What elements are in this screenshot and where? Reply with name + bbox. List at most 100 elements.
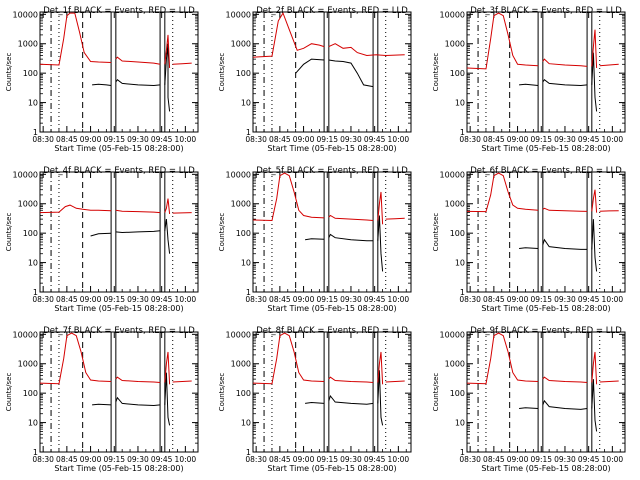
events-series-line (377, 370, 384, 426)
x-tick-label: 09:30 (340, 135, 362, 144)
y-tick-label: 10000 (440, 10, 465, 19)
x-tick-label: 09:00 (293, 135, 315, 144)
lld-series-line (377, 191, 384, 225)
events-series-line (115, 230, 161, 234)
lld-series-line (591, 29, 598, 69)
x-tick-label: 08:45 (483, 135, 505, 144)
y-tick-label: 1000 (445, 40, 465, 49)
plot-frame (39, 171, 199, 293)
x-axis-label: Start Time (05-Feb-15 08:28:00) (54, 464, 183, 473)
y-tick-label: 10 (455, 419, 465, 428)
y-tick-label: 100 (23, 69, 38, 78)
lld-series-line (164, 351, 171, 385)
lld-series-line (599, 63, 619, 67)
lld-series-line (164, 198, 171, 214)
lld-series-line (599, 210, 619, 212)
events-series-line (542, 78, 588, 87)
x-tick-label: 08:45 (483, 455, 505, 464)
lld-series-line (377, 351, 384, 385)
x-tick-label: 09:45 (578, 295, 600, 304)
x-tick-label: 09:15 (316, 455, 338, 464)
x-tick-label: 09:30 (554, 295, 576, 304)
panel-title: Det_6f BLACK = Events, RED = LLD (470, 166, 622, 176)
y-tick-label: 100 (23, 229, 38, 238)
x-axis-label: Start Time (05-Feb-15 08:28:00) (481, 144, 610, 153)
panel-title: Det_1f BLACK = Events, RED = LLD (43, 6, 195, 16)
detector-panel: 1 10 100 1000 10000 08:30 08:45 09:00 09:15 09:30… (432, 6, 626, 153)
lld-series-line (115, 56, 161, 65)
y-tick-label: 10000 (440, 170, 465, 179)
y-tick-label: 1 (246, 288, 251, 297)
x-tick-label: 09:15 (530, 295, 552, 304)
x-tick-label: 09:00 (507, 295, 529, 304)
x-tick-label: 09:45 (364, 135, 386, 144)
x-tick-label: 10:00 (175, 295, 197, 304)
lld-series-line (39, 332, 112, 385)
x-tick-label: 09:30 (340, 455, 362, 464)
x-tick-label: 08:45 (483, 295, 505, 304)
y-tick-label: 100 (450, 229, 465, 238)
x-tick-label: 08:30 (245, 455, 267, 464)
x-tick-label: 10:00 (388, 455, 410, 464)
lld-series-line (252, 332, 325, 385)
events-series-line (164, 372, 171, 426)
x-tick-label: 09:15 (316, 135, 338, 144)
x-tick-label: 08:30 (245, 295, 267, 304)
x-tick-label: 09:30 (127, 295, 149, 304)
x-tick-label: 08:30 (245, 135, 267, 144)
y-tick-label: 100 (450, 389, 465, 398)
y-tick-label: 10 (455, 99, 465, 108)
events-series-line (328, 233, 374, 242)
y-tick-label: 1 (460, 128, 465, 137)
events-series-line (115, 78, 161, 87)
x-tick-label: 10:00 (602, 135, 624, 144)
events-series-line (591, 379, 598, 432)
panel-title: Det_4f BLACK = Events, RED = LLD (43, 166, 195, 176)
y-tick-label: 1000 (231, 200, 251, 209)
lld-series-line (385, 217, 405, 220)
y-tick-label: 1 (246, 448, 251, 457)
x-tick-label: 09:15 (316, 295, 338, 304)
y-axis-label: Counts/sec (5, 373, 13, 412)
y-tick-label: 1000 (18, 360, 38, 369)
y-tick-label: 10 (28, 99, 38, 108)
plot-frame (252, 331, 412, 453)
events-series-line (305, 401, 325, 404)
events-series-line (542, 399, 588, 410)
plot-frame (39, 331, 199, 453)
events-series-line (90, 232, 112, 237)
y-tick-label: 10 (28, 259, 38, 268)
y-tick-label: 1000 (445, 360, 465, 369)
x-tick-label: 09:00 (507, 135, 529, 144)
x-axis-label: Start Time (05-Feb-15 08:28:00) (267, 464, 396, 473)
x-tick-label: 09:45 (364, 455, 386, 464)
x-tick-label: 10:00 (602, 295, 624, 304)
y-tick-label: 10000 (13, 10, 38, 19)
y-tick-label: 1 (246, 128, 251, 137)
y-axis-label: Counts/sec (5, 213, 13, 252)
x-tick-label: 09:15 (103, 455, 125, 464)
detector-panel: 1 10 100 1000 10000 08:30 08:45 09:00 09:15 09:30… (5, 6, 199, 153)
lld-series-line (466, 332, 539, 385)
events-series-line (591, 52, 598, 112)
x-tick-label: 09:30 (127, 135, 149, 144)
lld-series-line (252, 11, 325, 58)
x-tick-label: 09:45 (578, 135, 600, 144)
x-axis-label: Start Time (05-Feb-15 08:28:00) (54, 304, 183, 313)
lld-series-line (172, 380, 192, 383)
lld-series-line (115, 209, 161, 214)
events-series-line (328, 394, 374, 405)
panel-title: Det_3f BLACK = Events, RED = LLD (470, 6, 622, 16)
lld-series-line (591, 351, 598, 385)
panel-title: Det_7f BLACK = Events, RED = LLD (43, 326, 195, 336)
panel-title: Det_9f BLACK = Events, RED = LLD (470, 326, 622, 336)
x-tick-label: 10:00 (175, 455, 197, 464)
x-tick-label: 09:30 (554, 455, 576, 464)
x-tick-label: 09:45 (151, 135, 173, 144)
y-tick-label: 100 (236, 389, 251, 398)
y-axis-label: Counts/sec (432, 373, 440, 412)
events-series-line (519, 83, 539, 86)
x-tick-label: 09:00 (293, 455, 315, 464)
y-tick-label: 1 (33, 448, 38, 457)
events-series-line (328, 59, 374, 88)
